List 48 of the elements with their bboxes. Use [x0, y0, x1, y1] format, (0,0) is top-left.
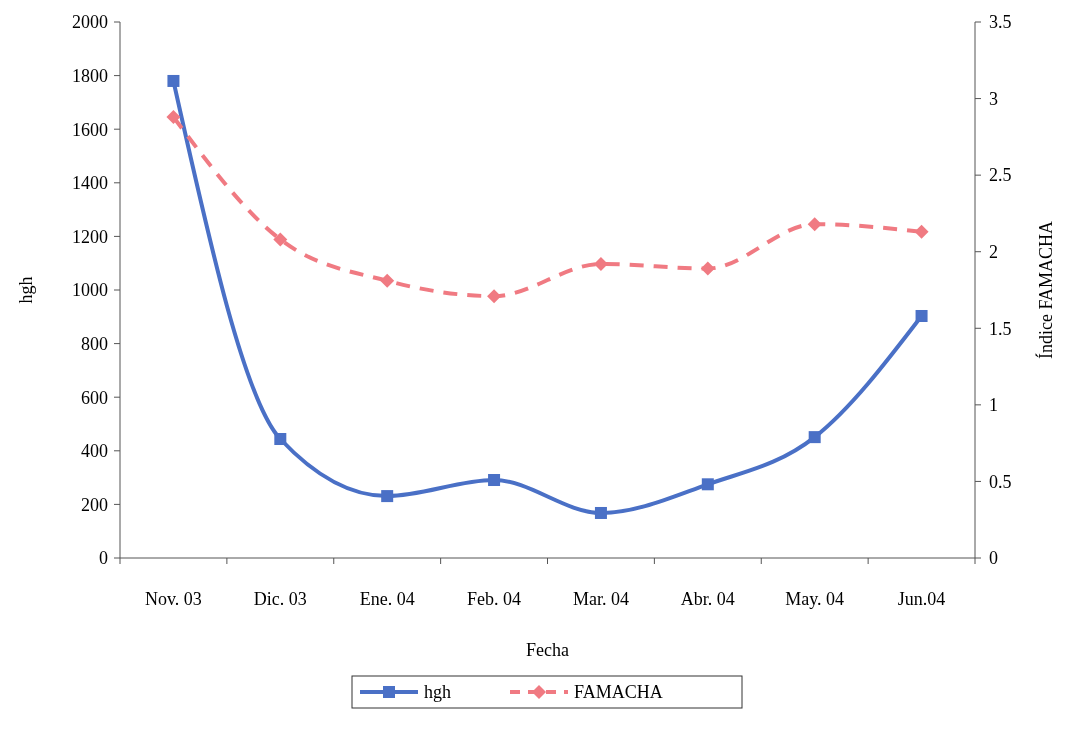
x-tick-label: May. 04 [785, 589, 845, 609]
point [381, 490, 394, 503]
x-tick-label: Jun.04 [897, 589, 946, 609]
y2-axis-title: Índice FAMACHA [1035, 220, 1056, 360]
y-axis-title: hgh [16, 276, 36, 304]
point [701, 478, 714, 491]
y2-tick-label: 3 [989, 88, 998, 109]
y-tick-label: 200 [81, 494, 108, 515]
x-tick-label: Abr. 04 [680, 589, 735, 609]
point [487, 289, 502, 304]
point [274, 433, 287, 446]
legend-label: FAMACHA [574, 682, 663, 703]
y2-tick-label: 2.5 [989, 165, 1012, 186]
y2-tick-label: 0 [989, 548, 998, 569]
point [488, 474, 501, 487]
point [273, 232, 288, 247]
y-tick-label: 800 [81, 333, 108, 354]
x-tick-label: Feb. 04 [467, 589, 522, 609]
y-tick-label: 0 [99, 548, 108, 569]
y-tick-label: 600 [81, 387, 108, 408]
y-tick-label: 2000 [72, 12, 108, 33]
x-axis-title: Fecha [526, 640, 569, 660]
y2-tick-label: 1 [989, 395, 998, 416]
y2-tick-label: 0.5 [989, 471, 1012, 492]
y-tick-label: 1000 [72, 280, 108, 301]
x-tick-label: Nov. 03 [145, 589, 202, 609]
point [380, 273, 395, 288]
point [808, 431, 821, 444]
point [700, 261, 715, 276]
point [914, 224, 929, 239]
point [166, 109, 181, 124]
y2-tick-label: 1.5 [989, 318, 1012, 339]
y-tick-label: 1400 [72, 173, 108, 194]
point [167, 74, 180, 87]
point [593, 256, 608, 271]
x-tick-label: Ene. 04 [359, 589, 415, 609]
y2-tick-label: 2 [989, 242, 998, 263]
x-tick-label: Mar. 04 [572, 589, 629, 609]
point [915, 310, 928, 322]
y-tick-label: 1600 [72, 119, 108, 140]
x-tick-label: Dic. 03 [253, 589, 307, 609]
y-tick-label: 400 [81, 441, 108, 462]
point [807, 217, 822, 232]
point [594, 506, 607, 519]
legend-label: hgh [424, 682, 451, 703]
y-tick-label: 1200 [72, 226, 108, 247]
y-tick-label: 1800 [72, 65, 108, 86]
y2-tick-label: 3.5 [989, 12, 1012, 33]
